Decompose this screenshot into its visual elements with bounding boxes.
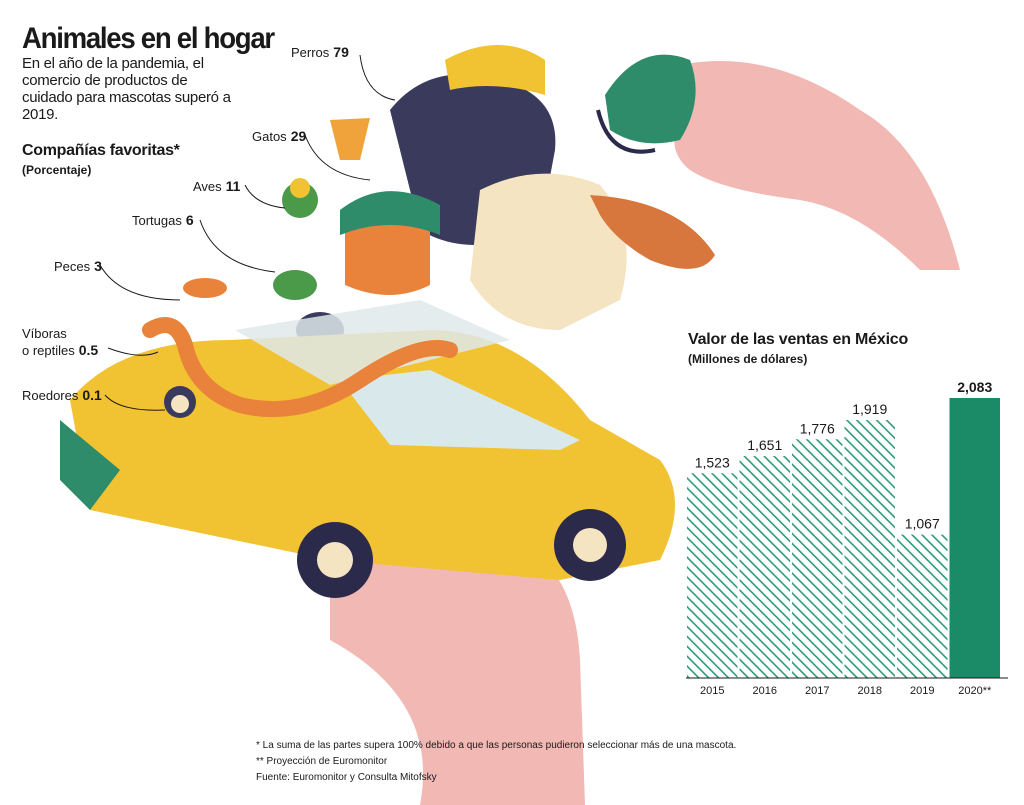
yellow-helmet-icon [445, 45, 545, 95]
pet-label-viboras: Víboras o reptiles 0.5 [22, 326, 99, 358]
snake-icon [142, 317, 458, 418]
hand-bottom-icon [330, 525, 585, 805]
page-subtitle: En el año de la pandemia, el comercio de… [22, 55, 231, 123]
sales-bar-chart [687, 398, 1000, 678]
car-window-icon [340, 370, 580, 450]
drink-cup-icon [330, 118, 370, 160]
bar-value-label: 1,067 [905, 516, 940, 532]
source-note: Fuente: Euromonitor y Consulta Mitofsky [256, 772, 437, 783]
bar-value-label: 1,776 [800, 420, 835, 436]
footnote-2: ** Proyección de Euromonitor [256, 756, 388, 767]
hand-top-icon [660, 61, 960, 270]
chart-unit: (Millones de dólares) [688, 352, 808, 366]
bar-value-label: 1,523 [695, 454, 730, 470]
page-title: Animales en el hogar [22, 22, 275, 55]
x-tick-label: 2019 [910, 685, 934, 697]
dog-cream-icon [470, 173, 627, 330]
bar-value-label: 1,919 [852, 401, 887, 417]
helmet-in-hand-icon [605, 54, 696, 144]
bar-2017 [792, 439, 843, 678]
footnote-1: * La suma de las partes supera 100% debi… [256, 740, 737, 751]
x-tick-label: 2015 [700, 685, 724, 697]
x-tick-label: 2018 [858, 685, 882, 697]
fish-icon [183, 278, 227, 298]
chart-title: Valor de las ventas en México [688, 331, 909, 348]
bar-2019 [897, 534, 948, 678]
footnotes: * La suma de las partes supera 100% debi… [256, 738, 736, 786]
bar-2015 [687, 473, 738, 678]
bar-value-label: 1,651 [747, 437, 782, 453]
pet-label-gatos: Gatos 29 [252, 128, 307, 144]
pet-label-aves: Aves 11 [193, 178, 241, 194]
x-tick-label: 2020** [958, 685, 992, 697]
bar-2018 [844, 420, 895, 678]
leader-lines [99, 54, 396, 411]
bar-value-label: 2,083 [957, 379, 992, 395]
turtle-icon [273, 270, 317, 300]
bar-2020 [949, 398, 1000, 678]
x-tick-label: 2017 [805, 685, 829, 697]
pet-label-roedores: Roedores 0.1 [22, 387, 102, 403]
pet-label-perros: Perros 79 [291, 44, 349, 60]
pet-label-tortugas: Tortugas 6 [132, 212, 194, 228]
favorites-title: Compañías favoritas* [22, 142, 180, 159]
bar-2016 [739, 456, 790, 678]
favorites-unit: (Porcentaje) [22, 163, 92, 177]
x-tick-label: 2016 [753, 685, 777, 697]
pet-label-peces: Peces 3 [54, 258, 102, 274]
